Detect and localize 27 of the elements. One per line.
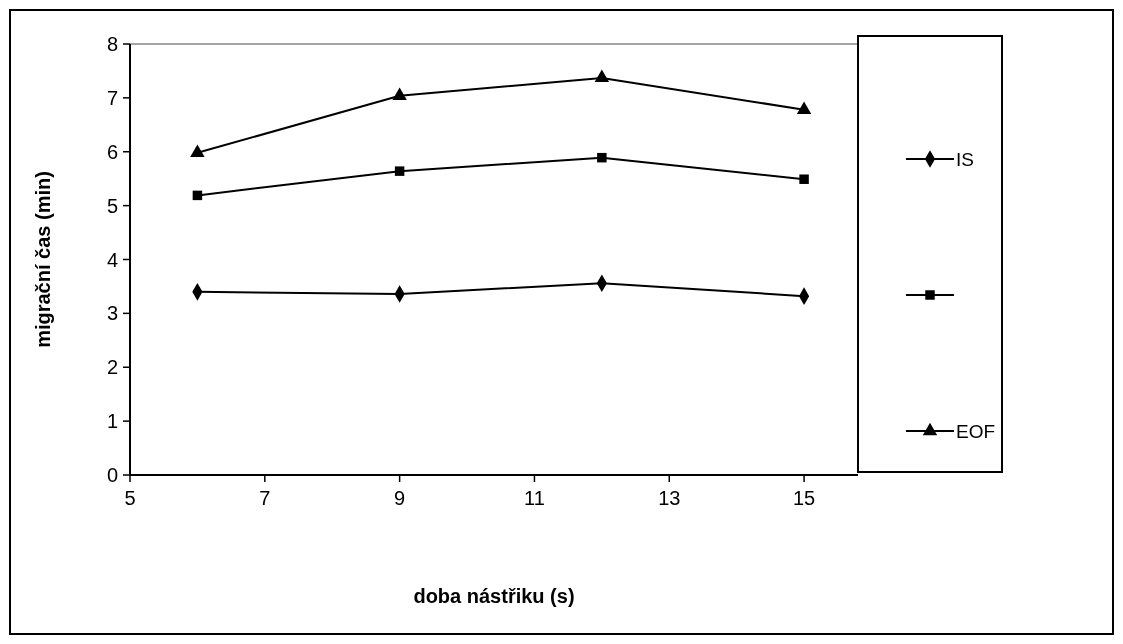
point	[597, 152, 607, 163]
y-tick-label: 3	[106, 302, 118, 325]
y-tick-label: 4	[106, 248, 118, 271]
x-axis-title: doba nástřiku (s)	[413, 585, 575, 607]
y-tick-label: 7	[106, 86, 118, 109]
x-tick-label: 7	[259, 487, 271, 509]
x-tick-label: 5	[124, 487, 136, 509]
point	[594, 69, 610, 83]
y-tick-label: 1	[106, 410, 118, 433]
legend-label: IS	[956, 148, 974, 170]
point	[192, 190, 203, 201]
legend-label: EOF	[956, 420, 996, 442]
x-tick-label: 11	[524, 487, 545, 509]
y-tick-label: 0	[106, 464, 118, 486]
x-tick-label: 13	[658, 487, 681, 509]
point	[392, 87, 407, 100]
y-tick-label: 6	[106, 140, 118, 163]
point	[799, 174, 809, 184]
y-tick-label: 8	[106, 33, 118, 55]
y-tick-label: 2	[106, 356, 118, 379]
point	[796, 101, 812, 114]
point	[190, 144, 205, 157]
point	[394, 166, 405, 176]
x-tick-label: 15	[792, 487, 816, 509]
y-tick-label: 5	[106, 194, 118, 217]
y-axis-title: migrační čas (min)	[32, 171, 54, 348]
x-tick-label: 9	[394, 487, 406, 509]
